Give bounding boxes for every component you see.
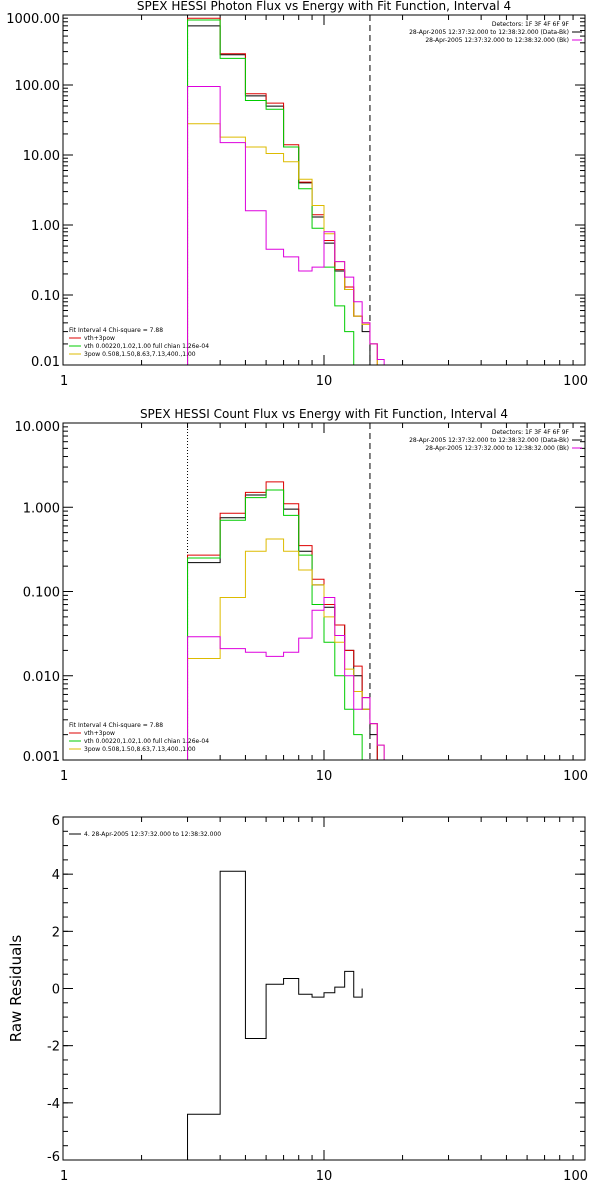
x-tick-label: 100: [563, 1169, 588, 1184]
legend-left-entry: Fit Interval 4 Chi-square = 7.88: [69, 722, 163, 729]
legend-right-entry: 28-Apr-2005 12:37:32.000 to 12:38:32.000…: [409, 437, 569, 444]
x-tick-label: 1: [60, 374, 68, 389]
x-tick-label: 10: [316, 769, 333, 784]
legend-left-entry: 3pow 0.508,1.50,8.63,7.13,400.,1.00: [84, 746, 196, 753]
legend-left-entry: vth+3pow: [84, 335, 115, 342]
y-tick-label: 100.00: [15, 79, 61, 94]
legend-left-entry: Fit Interval 4 Chi-square = 7.88: [69, 327, 163, 334]
y-tick-label: 2: [52, 925, 60, 940]
legend-left-entry: vth+3pow: [84, 730, 115, 737]
legend-right-entry: 28-Apr-2005 12:37:32.000 to 12:38:32.000…: [409, 29, 569, 36]
x-tick-label: 1: [60, 769, 68, 784]
y-tick-label: 1.00: [31, 219, 60, 234]
legend-left-entry: vth 0.00220,1.02,1.00 full chian 1.26e-0…: [84, 343, 209, 350]
legend-left-entry: vth 0.00220,1.02,1.00 full chian 1.26e-0…: [84, 738, 209, 745]
data-series-line: [187, 17, 378, 365]
data-series-line: [187, 596, 391, 761]
y-tick-label: 0: [52, 983, 60, 998]
y-tick-label: 1.000: [23, 501, 60, 516]
legend-right-entry: Detectors: 1F 3F 4F 6F 9F: [492, 21, 570, 28]
data-series-line: [187, 538, 391, 761]
legend-right-entry: 28-Apr-2005 12:37:32.000 to 12:38:32.000…: [425, 37, 569, 44]
x-tick-label: 10: [316, 1169, 333, 1184]
legend-right-entry: 28-Apr-2005 12:37:32.000 to 12:38:32.000…: [425, 445, 569, 452]
y-tick-label: 10.000: [15, 420, 61, 435]
data-series-line: [187, 123, 385, 366]
data-series-line: [187, 489, 378, 760]
y-tick-label: 0.010: [23, 670, 60, 685]
data-series-line: [187, 19, 363, 366]
data-series-line: [187, 481, 378, 760]
y-tick-label: 4: [52, 868, 60, 883]
x-tick-label: 100: [563, 374, 588, 389]
y-tick-label: -6: [47, 1150, 60, 1165]
legend-left-entry: 4. 28-Apr-2005 12:37:32.000 to 12:38:32.…: [84, 831, 221, 838]
chart-title: SPEX HESSI Photon Flux vs Energy with Fi…: [137, 0, 511, 13]
y-tick-label: 0.01: [31, 355, 60, 370]
plot-frame: [62, 14, 586, 366]
legend-right-entry: Detectors: 1F 3F 4F 6F 9F: [492, 429, 570, 436]
residuals-panel: Raw Residuals 1 10 100 -6 -4 -2 0 2 4 6 4. 28-Apr-2…: [7, 814, 588, 1184]
y-tick-label: 10.00: [23, 149, 60, 164]
plot-frame: [62, 422, 586, 761]
plot-frame: [62, 816, 586, 1161]
legend-left-entry: 3pow 0.508,1.50,8.63,7.13,400.,1.00: [84, 351, 196, 358]
chart-title: SPEX HESSI Count Flux vs Energy with Fit…: [140, 407, 508, 421]
y-tick-label: -2: [47, 1040, 60, 1055]
photon-flux-panel: SPEX HESSI Photon Flux vs Energy with Fi…: [6, 0, 588, 389]
x-tick-label: 10: [316, 374, 333, 389]
x-tick-label: 100: [563, 769, 588, 784]
y-tick-label: 6: [52, 814, 60, 829]
y-tick-label: 1000.00: [6, 12, 60, 27]
y-axis-label: Raw Residuals: [7, 935, 25, 1043]
data-series-line: [187, 86, 385, 365]
y-tick-label: 0.001: [23, 750, 60, 765]
x-tick-label: 1: [60, 1169, 68, 1184]
data-series-line: [187, 870, 363, 1160]
y-tick-label: 0.10: [31, 289, 60, 304]
data-series-line: [187, 25, 371, 365]
y-tick-label: 0.100: [23, 586, 60, 601]
count-flux-panel: SPEX HESSI Count Flux vs Energy with Fit…: [15, 407, 589, 784]
y-tick-label: -4: [47, 1097, 60, 1112]
